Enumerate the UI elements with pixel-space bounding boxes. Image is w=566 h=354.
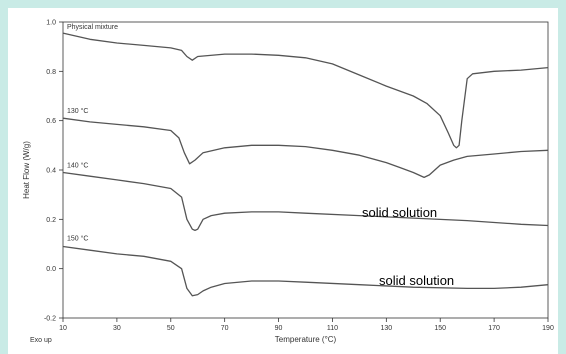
series-line-0 [62,32,549,149]
y-tick-label: -0.2 [44,316,56,323]
x-tick-label: 110 [327,325,338,332]
x-axis-title: Temperature (°C) [275,335,337,344]
series-label-1: 130 °C [67,107,88,115]
plot-area-border [62,21,549,319]
x-tick-label: 90 [275,325,283,332]
dsc-chart: 10 30 50 70 90 110 130 150 170 190 1.0 0.8 0.6 0.4 0.2… [22,20,554,345]
y-tick-label: 0.2 [46,217,56,224]
x-tick-label: 30 [113,325,121,332]
series-label-0: Physical mixture [67,24,118,31]
annotation-solid-solution-1: solid solution [362,205,437,220]
y-tick-label: 0.0 [46,266,56,273]
x-tick-label: 190 [542,325,554,332]
x-tick-label: 170 [488,325,500,332]
chart-frame: 10 30 50 70 90 110 130 150 170 190 1.0 0.8 0.6 0.4 0.2… [8,8,558,354]
series-line-1 [62,117,549,179]
annotation-solid-solution-2: solid solution [379,273,454,288]
y-axis-title: Heat Flow (W/g) [22,141,31,199]
y-tick-label: 0.4 [46,168,56,175]
y-tick-label: 0.6 [46,118,56,125]
x-tick-label: 130 [380,325,392,332]
y-tick-label: 0.8 [46,69,56,76]
series-label-3: 150 °C [67,234,88,242]
x-tick-label: 150 [434,325,446,332]
x-tick-label: 50 [167,325,175,332]
series-label-2: 140 °C [67,161,88,169]
exo-up-note: Exo up [30,337,52,344]
x-tick-label: 10 [59,325,67,332]
series-line-3 [62,245,549,297]
y-tick-label: 1.0 [46,20,56,27]
x-tick-label: 70 [221,325,229,332]
series-line-2 [62,171,549,232]
